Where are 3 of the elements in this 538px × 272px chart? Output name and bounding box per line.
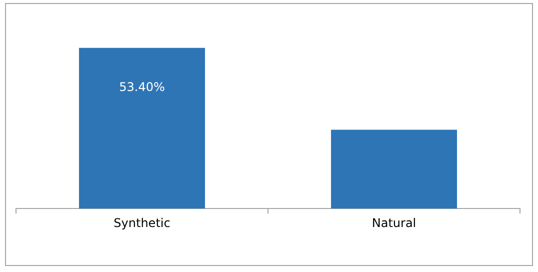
x-tick-label: Synthetic	[114, 216, 170, 230]
x-tick-label: Natural	[372, 216, 416, 230]
data-label: 53.40%	[119, 80, 165, 94]
